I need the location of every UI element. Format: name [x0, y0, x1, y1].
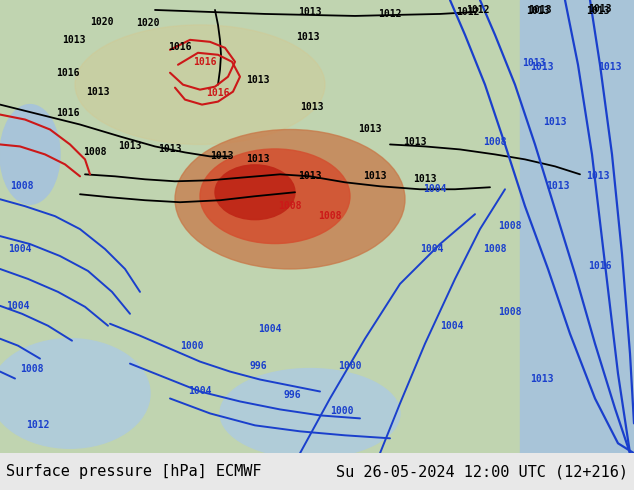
Ellipse shape [220, 368, 400, 458]
Text: 1004: 1004 [258, 324, 281, 334]
Text: 1013: 1013 [158, 145, 182, 154]
Text: 1004: 1004 [440, 321, 463, 331]
Text: 1013: 1013 [210, 151, 234, 161]
Text: 1008: 1008 [498, 221, 522, 231]
Text: 1012: 1012 [378, 9, 402, 19]
Text: 1016: 1016 [168, 42, 191, 52]
Text: 1008: 1008 [318, 211, 342, 221]
Text: 1013: 1013 [586, 172, 610, 181]
Text: 1008: 1008 [83, 147, 107, 157]
Ellipse shape [0, 339, 150, 448]
Text: 1020: 1020 [90, 17, 113, 27]
Ellipse shape [75, 25, 325, 145]
Text: 1004: 1004 [424, 184, 447, 194]
Text: 1008: 1008 [10, 181, 34, 191]
Text: 1013: 1013 [586, 6, 610, 16]
Text: 1013: 1013 [363, 172, 387, 181]
Text: 1004: 1004 [188, 387, 212, 396]
Text: Surface pressure [hPa] ECMWF: Surface pressure [hPa] ECMWF [6, 464, 262, 479]
Text: 1008: 1008 [498, 307, 522, 317]
Text: 1013: 1013 [246, 154, 269, 164]
Text: 1000: 1000 [339, 361, 362, 370]
Text: 1016: 1016 [588, 261, 612, 271]
Ellipse shape [215, 165, 295, 220]
Text: Su 26-05-2024 12:00 UTC (12+216): Su 26-05-2024 12:00 UTC (12+216) [335, 464, 628, 479]
Text: 1004: 1004 [420, 244, 444, 254]
Text: 1012: 1012 [466, 5, 489, 15]
Text: 1013: 1013 [522, 58, 546, 68]
Text: 1013: 1013 [547, 181, 570, 191]
Text: 1013: 1013 [530, 373, 553, 384]
Text: 1004: 1004 [8, 244, 32, 254]
Bar [520, 0, 634, 453]
Text: 1008: 1008 [278, 201, 302, 211]
Text: 1013: 1013 [296, 32, 320, 42]
Text: 1013: 1013 [62, 35, 86, 45]
Text: 1013: 1013 [530, 62, 553, 72]
Text: 1016: 1016 [206, 88, 230, 98]
Text: 1008: 1008 [483, 138, 507, 147]
Text: 1013: 1013 [301, 101, 324, 112]
Text: 1013: 1013 [413, 174, 437, 184]
Text: 1000: 1000 [180, 341, 204, 351]
Text: 1013: 1013 [298, 7, 321, 17]
Ellipse shape [175, 129, 405, 269]
Ellipse shape [0, 104, 60, 204]
Text: 1013: 1013 [588, 4, 612, 14]
Text: 1008: 1008 [483, 244, 507, 254]
Text: 1013: 1013 [246, 74, 269, 85]
Ellipse shape [200, 149, 350, 244]
Text: 1013: 1013 [543, 117, 567, 126]
Text: 1013: 1013 [298, 172, 321, 181]
Text: 996: 996 [283, 391, 301, 400]
Text: 1000: 1000 [330, 406, 354, 416]
Text: 1020: 1020 [136, 18, 160, 28]
Text: 1012: 1012 [456, 7, 480, 17]
Text: 996: 996 [249, 361, 267, 370]
Text: 1008: 1008 [20, 364, 44, 373]
Text: 1016: 1016 [56, 108, 80, 118]
Text: 1013: 1013 [119, 142, 142, 151]
Text: 1013: 1013 [358, 124, 382, 134]
Text: 1013: 1013 [598, 62, 622, 72]
Text: 1004: 1004 [6, 301, 30, 311]
Text: 1013: 1013 [526, 6, 550, 16]
Text: 1016: 1016 [56, 68, 80, 78]
Text: 1016: 1016 [193, 57, 217, 67]
Text: 1013: 1013 [528, 5, 552, 15]
Text: 1013: 1013 [403, 138, 427, 147]
Text: 1012: 1012 [26, 420, 49, 430]
Text: 1013: 1013 [86, 87, 110, 97]
